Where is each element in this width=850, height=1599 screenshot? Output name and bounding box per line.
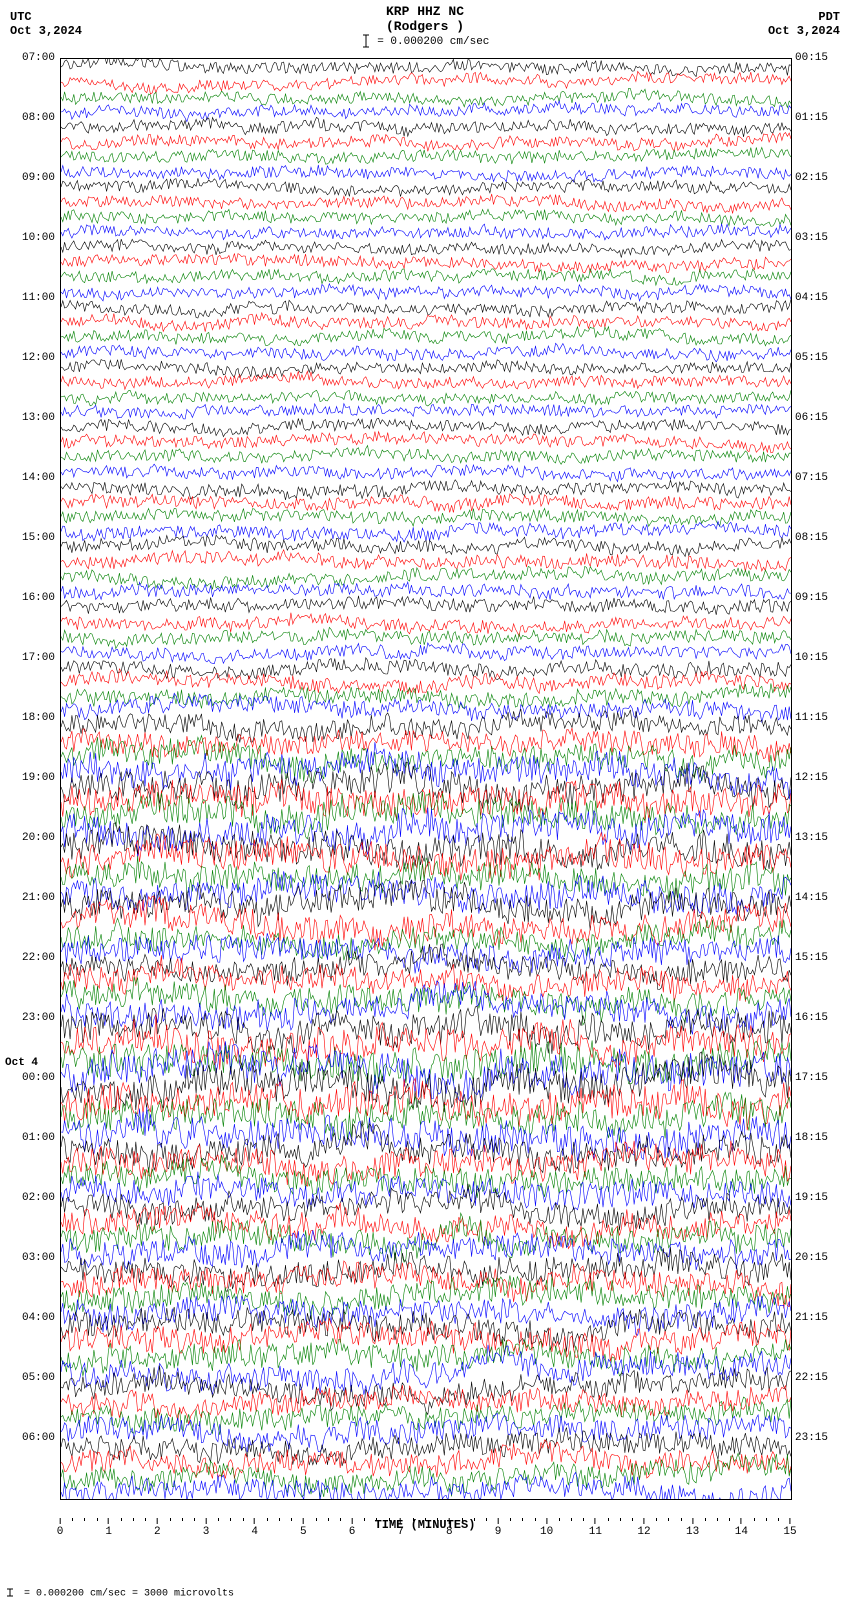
utc-time-label: 22:00 — [5, 952, 55, 964]
right-tz: PDT — [768, 10, 840, 24]
helicorder-plot — [60, 58, 792, 1500]
left-tz: UTC — [10, 10, 82, 24]
scale-legend: = 0.000200 cm/sec — [0, 34, 850, 48]
header-right: PDT Oct 3,2024 — [768, 10, 840, 38]
pdt-time-label: 16:15 — [795, 1012, 845, 1024]
x-tick: 2 — [154, 1518, 161, 1538]
x-tick: 4 — [251, 1518, 258, 1538]
pdt-time-label: 09:15 — [795, 592, 845, 604]
pdt-time-label: 05:15 — [795, 352, 845, 364]
utc-time-label: 14:00 — [5, 472, 55, 484]
x-tick: 13 — [686, 1518, 699, 1538]
pdt-time-label: 08:15 — [795, 532, 845, 544]
utc-time-label: 11:00 — [5, 292, 55, 304]
pdt-time-label: 23:15 — [795, 1432, 845, 1444]
utc-time-label: 19:00 — [5, 772, 55, 784]
pdt-time-label: 19:15 — [795, 1192, 845, 1204]
pdt-time-label: 01:15 — [795, 112, 845, 124]
x-tick: 1 — [105, 1518, 112, 1538]
pdt-time-label: 22:15 — [795, 1372, 845, 1384]
header-left: UTC Oct 3,2024 — [10, 10, 82, 38]
footer-text: = 0.000200 cm/sec = 3000 microvolts — [24, 1589, 234, 1599]
x-tick: 11 — [589, 1518, 602, 1538]
x-tick: 8 — [446, 1518, 453, 1538]
x-tick: 9 — [495, 1518, 502, 1538]
pdt-time-label: 04:15 — [795, 292, 845, 304]
left-date: Oct 3,2024 — [10, 24, 82, 38]
pdt-time-label: 12:15 — [795, 772, 845, 784]
x-axis: TIME (MINUTES) 0123456789101112131415 — [60, 1518, 790, 1558]
pdt-time-label: 14:15 — [795, 892, 845, 904]
pdt-time-label: 18:15 — [795, 1132, 845, 1144]
chart-header: UTC Oct 3,2024 PDT Oct 3,2024 KRP HHZ NC… — [0, 0, 850, 48]
pdt-time-label: 00:15 — [795, 52, 845, 64]
seismic-trace — [61, 1468, 791, 1501]
pdt-time-label: 10:15 — [795, 652, 845, 664]
utc-time-label: 17:00 — [5, 652, 55, 664]
x-tick: 6 — [349, 1518, 356, 1538]
utc-time-label: 04:00 — [5, 1312, 55, 1324]
pdt-time-label: 15:15 — [795, 952, 845, 964]
utc-time-label: 16:00 — [5, 592, 55, 604]
pdt-time-label: 07:15 — [795, 472, 845, 484]
x-tick: 14 — [735, 1518, 748, 1538]
utc-time-label: 12:00 — [5, 352, 55, 364]
utc-time-label: 13:00 — [5, 412, 55, 424]
utc-time-label: 18:00 — [5, 712, 55, 724]
utc-time-label: 00:00 — [5, 1072, 55, 1084]
utc-time-label: 23:00 — [5, 1012, 55, 1024]
utc-time-label: 05:00 — [5, 1372, 55, 1384]
pdt-time-label: 13:15 — [795, 832, 845, 844]
x-tick: 15 — [783, 1518, 796, 1538]
utc-time-label: 07:00 — [5, 52, 55, 64]
utc-time-label: 02:00 — [5, 1192, 55, 1204]
pdt-time-label: 06:15 — [795, 412, 845, 424]
pdt-time-label: 02:15 — [795, 172, 845, 184]
utc-time-label: 06:00 — [5, 1432, 55, 1444]
utc-time-label: 10:00 — [5, 232, 55, 244]
station-location: (Rodgers ) — [0, 19, 850, 34]
x-tick: 10 — [540, 1518, 553, 1538]
left-time-labels: 07:0008:0009:0010:0011:0012:0013:0014:00… — [5, 58, 55, 1500]
right-time-labels: 00:1501:1502:1503:1504:1505:1506:1507:15… — [795, 58, 845, 1500]
utc-time-label: 21:00 — [5, 892, 55, 904]
utc-time-label: 15:00 — [5, 532, 55, 544]
x-tick: 12 — [637, 1518, 650, 1538]
x-tick: 0 — [57, 1518, 64, 1538]
scale-text: = 0.000200 cm/sec — [377, 36, 489, 48]
utc-time-label: 03:00 — [5, 1252, 55, 1264]
x-tick: 3 — [203, 1518, 210, 1538]
pdt-time-label: 11:15 — [795, 712, 845, 724]
utc-time-label: 09:00 — [5, 172, 55, 184]
pdt-time-label: 03:15 — [795, 232, 845, 244]
pdt-time-label: 21:15 — [795, 1312, 845, 1324]
x-tick: 5 — [300, 1518, 307, 1538]
utc-time-label: 01:00 — [5, 1132, 55, 1144]
utc-time-label: 20:00 — [5, 832, 55, 844]
station-code: KRP HHZ NC — [0, 4, 850, 19]
pdt-time-label: 20:15 — [795, 1252, 845, 1264]
right-date: Oct 3,2024 — [768, 24, 840, 38]
x-tick: 7 — [397, 1518, 404, 1538]
utc-time-label: 08:00 — [5, 112, 55, 124]
date-change-label: Oct 4 — [5, 1057, 38, 1069]
pdt-time-label: 17:15 — [795, 1072, 845, 1084]
plot-container: 07:0008:0009:0010:0011:0012:0013:0014:00… — [60, 58, 790, 1500]
footer-scale: = 0.000200 cm/sec = 3000 microvolts — [4, 1588, 850, 1599]
